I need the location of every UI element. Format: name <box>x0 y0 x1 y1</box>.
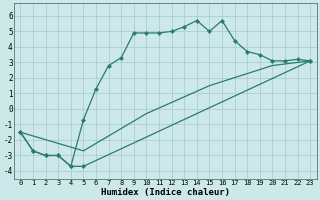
X-axis label: Humidex (Indice chaleur): Humidex (Indice chaleur) <box>101 188 230 197</box>
